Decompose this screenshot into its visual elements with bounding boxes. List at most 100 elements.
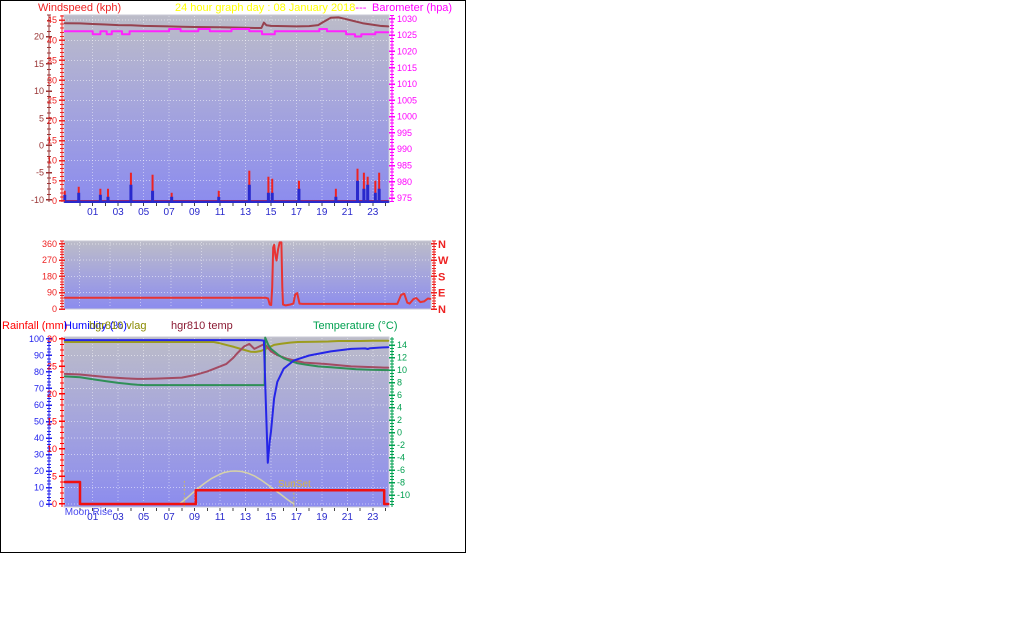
baro-tick-label: 1000 bbox=[397, 112, 417, 122]
wind-tick-label: 20 bbox=[47, 116, 57, 126]
temp-tick-label: -10 bbox=[397, 490, 410, 500]
weather-graph-window: 20 15 10 5 0 -5 -10 45 40 35 30 25 20 15 10 5 0 1030 1025 1… bbox=[0, 0, 466, 553]
wind-tick-label: 40 bbox=[47, 35, 57, 45]
maroon-tick-label: 0 bbox=[39, 140, 44, 150]
temperature-axis-title: Temperature (°C) bbox=[313, 320, 398, 332]
wind-direction-line bbox=[63, 241, 432, 307]
maroon-tick-label: 10 bbox=[34, 86, 44, 96]
graph-title-suffix: --- bbox=[355, 2, 367, 14]
humidity-tick-label: 90 bbox=[34, 350, 44, 360]
x-axis-label: 01 bbox=[87, 512, 99, 523]
temp-tick-label: -2 bbox=[397, 440, 405, 450]
temp-tick-label: 2 bbox=[397, 415, 402, 425]
wind-tick-label: 0 bbox=[52, 196, 57, 206]
barometer-line bbox=[63, 28, 390, 38]
x-axis-label: 05 bbox=[138, 207, 150, 218]
rain-tick-label: 20 bbox=[47, 389, 57, 399]
humidity-tick-label: 70 bbox=[34, 383, 44, 393]
graph-title-text: 24 hour graph day : 08 January 2018 bbox=[175, 2, 356, 14]
hgr810-temp-legend: hgr810 temp bbox=[171, 320, 233, 332]
baro-tick-label: 975 bbox=[397, 193, 412, 203]
wind-tick-label: 35 bbox=[47, 55, 57, 65]
rain-tick-label: 30 bbox=[47, 334, 57, 344]
x-axis-label: 21 bbox=[342, 207, 354, 218]
temp-tick-label: 0 bbox=[397, 428, 402, 438]
temp-tick-label: -8 bbox=[397, 478, 405, 488]
x-axis-label: 19 bbox=[316, 207, 328, 218]
wind-tick-label: 25 bbox=[47, 95, 57, 105]
temp-tick-label: 8 bbox=[397, 378, 402, 388]
baro-tick-label: 990 bbox=[397, 144, 412, 154]
rain-tick-label: 15 bbox=[47, 416, 57, 426]
maroon-tick-label: -10 bbox=[31, 195, 44, 205]
humidity-tick-label: 40 bbox=[34, 433, 44, 443]
charts-canvas: 20151050-5-10454035302520151050103010251… bbox=[29, 14, 449, 523]
panel-windspeed-barometer: 20151050-5-10454035302520151050103010251… bbox=[31, 14, 417, 218]
humidity-tick-label: 30 bbox=[34, 450, 44, 460]
maroon-tick-label: 20 bbox=[34, 32, 44, 42]
humidity-tick-label: 10 bbox=[34, 483, 44, 493]
plot-area bbox=[63, 14, 390, 203]
humidity-tick-label: 80 bbox=[34, 367, 44, 377]
graph-title: 24 hour graph day : 08 January 2018--- bbox=[175, 2, 366, 14]
temp-trend-line bbox=[63, 16, 390, 29]
maroon-tick-label: 15 bbox=[34, 59, 44, 69]
x-axis-label: 11 bbox=[215, 207, 226, 218]
x-axis-label: 23 bbox=[367, 512, 379, 523]
wind-tick-label: 15 bbox=[47, 136, 57, 146]
humidity-tick-label: 100 bbox=[29, 334, 44, 344]
rain-tick-label: 5 bbox=[52, 471, 57, 481]
x-axis-label: 09 bbox=[189, 207, 201, 218]
x-axis-label: 17 bbox=[291, 512, 303, 523]
windspeed-axis-title: Windspeed (kph) bbox=[38, 2, 122, 14]
x-axis-label: 13 bbox=[240, 207, 252, 218]
rain-tick-label: 25 bbox=[47, 361, 57, 371]
x-axis-label: 03 bbox=[113, 207, 125, 218]
rain-tick-label: 10 bbox=[47, 444, 57, 454]
temp-tick-label: 6 bbox=[397, 390, 402, 400]
compass-label: N bbox=[438, 304, 446, 316]
temp-tick-label: 12 bbox=[397, 353, 407, 363]
humidity-tick-label: 50 bbox=[34, 417, 44, 427]
x-axis-label: 05 bbox=[138, 512, 150, 523]
x-axis-label: 03 bbox=[113, 512, 125, 523]
baro-tick-label: 995 bbox=[397, 128, 412, 138]
direction-tick-label: 180 bbox=[42, 271, 57, 281]
baro-tick-label: 1025 bbox=[397, 30, 417, 40]
x-axis-label: 21 bbox=[342, 512, 354, 523]
direction-tick-label: 360 bbox=[42, 239, 57, 249]
temp-tick-label: -6 bbox=[397, 465, 405, 475]
baro-tick-label: 1015 bbox=[397, 63, 417, 73]
x-axis-label: 09 bbox=[189, 512, 201, 523]
panel-rain-humidity-temperature: 1009080706050403020100302520151050141210… bbox=[29, 334, 410, 523]
baro-tick-label: 1010 bbox=[397, 79, 417, 89]
annotation-moon-rise: Moon Rise bbox=[65, 507, 113, 518]
x-axis-label: 15 bbox=[265, 207, 277, 218]
humidity-axis-title: Humidity (%) bbox=[64, 320, 127, 332]
maroon-tick-label: 5 bbox=[39, 113, 44, 123]
compass-label: S bbox=[438, 271, 445, 283]
x-axis-label: 17 bbox=[291, 207, 303, 218]
x-axis-label: 23 bbox=[367, 207, 379, 218]
temp-tick-label: 10 bbox=[397, 365, 407, 375]
rainfall-axis-title: Rainfall (mm) bbox=[2, 320, 68, 332]
x-axis-label: 07 bbox=[164, 512, 176, 523]
baro-tick-label: 1030 bbox=[397, 14, 417, 24]
humidity-tick-label: 0 bbox=[39, 499, 44, 509]
baro-tick-label: 985 bbox=[397, 161, 412, 171]
temperature-line bbox=[63, 336, 390, 387]
temp-tick-label: 4 bbox=[397, 403, 402, 413]
direction-tick-label: 270 bbox=[42, 255, 57, 265]
compass-label: W bbox=[438, 255, 449, 267]
x-axis-label: 01 bbox=[87, 207, 99, 218]
compass-label: E bbox=[438, 288, 445, 300]
compass-label: N bbox=[438, 239, 446, 251]
wind-tick-label: 5 bbox=[52, 176, 57, 186]
baro-tick-label: 1020 bbox=[397, 46, 417, 56]
annotation-sunset: SunSet bbox=[278, 479, 311, 490]
temp-tick-label: -4 bbox=[397, 453, 405, 463]
direction-tick-label: 90 bbox=[47, 288, 57, 298]
x-axis-label: 19 bbox=[316, 512, 328, 523]
wind-tick-label: 10 bbox=[47, 156, 57, 166]
